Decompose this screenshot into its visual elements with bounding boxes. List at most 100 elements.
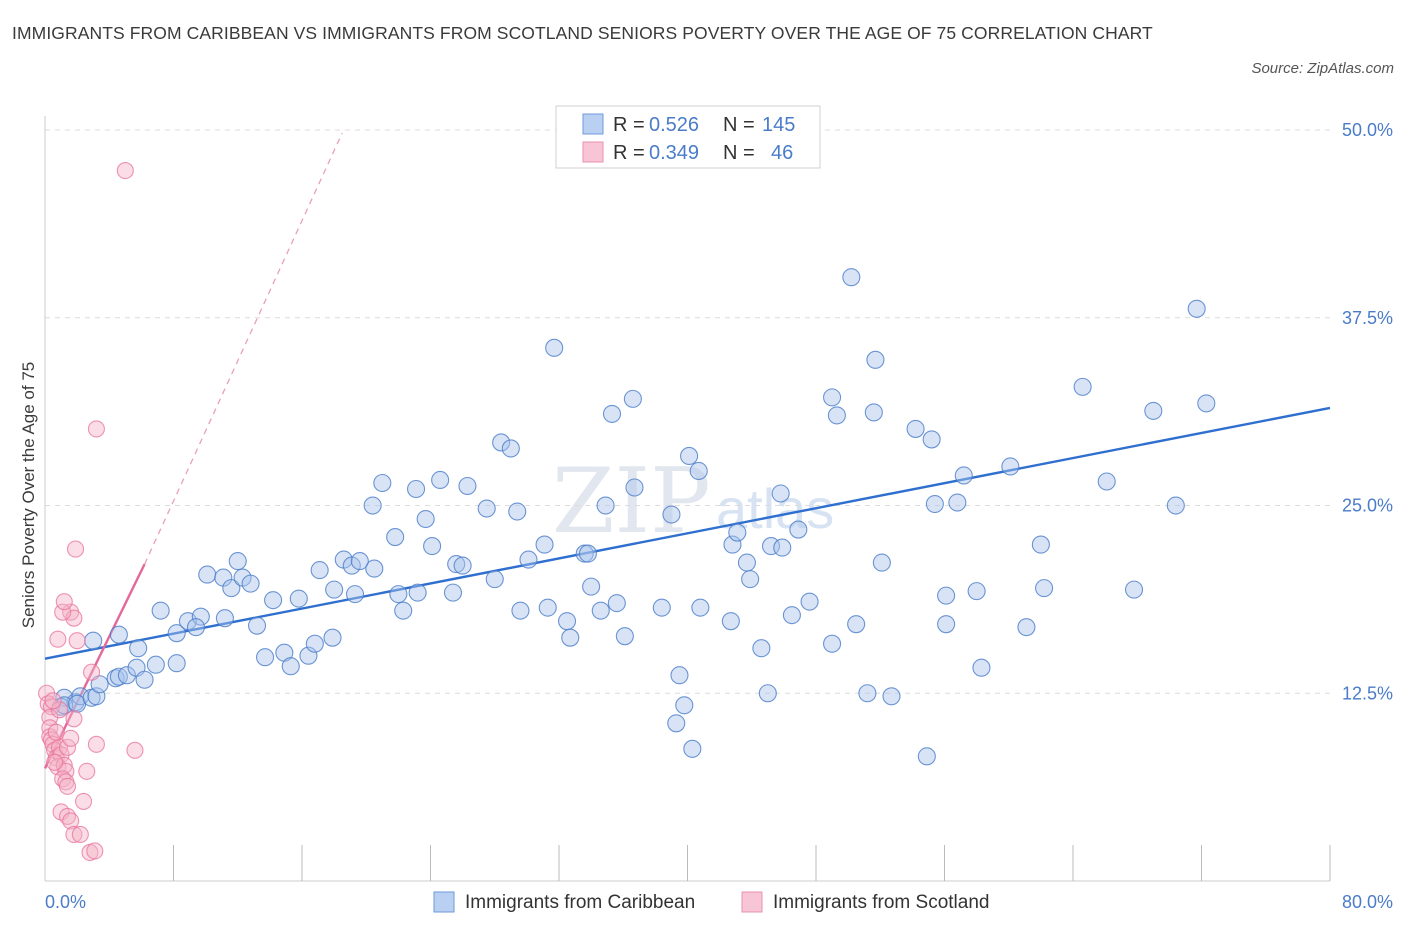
caribbean-point (1017, 618, 1036, 637)
caribbean-point (84, 631, 103, 650)
caribbean-point (323, 628, 342, 647)
caribbean-point (345, 585, 365, 604)
caribbean-point (1144, 401, 1163, 420)
caribbean-point (247, 616, 267, 635)
caribbean-point (683, 739, 702, 758)
caribbean-point (823, 634, 842, 653)
caribbean-point (925, 494, 944, 514)
caribbean-point (615, 627, 634, 646)
caribbean-point (741, 570, 760, 589)
scotland-point (126, 741, 144, 759)
caribbean-point (906, 419, 925, 438)
scotland-point (68, 632, 86, 650)
caribbean-point (325, 580, 344, 599)
x-tick-labels: 0.0% 80.0% (45, 892, 1393, 912)
bottom-legend-label-caribbean: Immigrants from Caribbean (465, 892, 695, 913)
caribbean-point (545, 338, 564, 357)
y-tick-labels: 12.5% 25.0% 37.5% 50.0% (1342, 120, 1393, 703)
caribbean-point (1035, 579, 1054, 598)
caribbean-point (215, 609, 234, 628)
caribbean-point (501, 439, 520, 458)
caribbean-point (365, 559, 384, 578)
caribbean-point (264, 591, 283, 610)
scotland-point (65, 710, 83, 728)
source-label: Source: ZipAtlas.com (1251, 60, 1394, 77)
y-axis-label: Seniors Poverty Over the Age of 75 (19, 362, 38, 628)
caribbean-point (167, 624, 186, 643)
scotland-point (87, 420, 105, 438)
caribbean-point (967, 582, 986, 601)
caribbean-point (737, 553, 756, 572)
caribbean-point (652, 598, 671, 617)
caribbean-point (386, 528, 405, 547)
caribbean-point (485, 570, 504, 589)
caribbean-point (858, 684, 877, 703)
caribbean-point (561, 628, 580, 647)
series-caribbean-points (52, 268, 1216, 766)
caribbean-point (670, 666, 689, 685)
scotland-point (62, 729, 80, 747)
scotland-point (46, 753, 64, 771)
scotland-point (47, 723, 65, 741)
caribbean-point (416, 509, 435, 529)
caribbean-point (954, 466, 973, 485)
caribbean-point (582, 577, 601, 596)
caribbean-point (922, 430, 941, 449)
caribbean-point (222, 579, 241, 598)
caribbean-point (431, 470, 450, 490)
scotland-point (65, 825, 83, 843)
legend-r-label-caribbean: R = (613, 114, 645, 136)
scotland-point (62, 812, 80, 830)
caribbean-point (623, 389, 642, 408)
caribbean-point (363, 496, 382, 515)
caribbean-point (882, 687, 901, 706)
caribbean-point (458, 476, 477, 496)
caribbean-point (728, 523, 747, 542)
caribbean-point (289, 589, 308, 608)
caribbean-point (872, 553, 891, 572)
caribbean-point (800, 592, 819, 611)
caribbean-point (691, 598, 710, 617)
caribbean-point (864, 403, 883, 422)
caribbean-point (519, 550, 538, 569)
legend-swatch-caribbean (582, 113, 604, 135)
caribbean-point (1031, 535, 1050, 554)
caribbean-point (423, 537, 442, 556)
caribbean-point (106, 669, 125, 688)
caribbean-point (453, 556, 472, 575)
caribbean-point (389, 585, 408, 604)
caribbean-point (596, 496, 615, 515)
caribbean-point (511, 601, 530, 620)
y-tick-label: 25.0% (1342, 496, 1393, 516)
caribbean-point (508, 502, 527, 521)
watermark-zip: ZIP (552, 449, 711, 554)
scotland-point (75, 792, 93, 810)
series-scotland-points (38, 162, 144, 862)
legend-n-value-scotland: 46 (771, 142, 793, 164)
caribbean-point (305, 634, 324, 653)
caribbean-point (394, 601, 413, 620)
caribbean-trend-line (44, 406, 1331, 660)
caribbean-point (602, 404, 622, 423)
caribbean-point (535, 535, 554, 554)
caribbean-point (847, 615, 866, 634)
caribbean-point (241, 574, 260, 593)
caribbean-point (782, 606, 801, 625)
bottom-legend-swatch-caribbean (433, 891, 455, 913)
scotland-point (50, 701, 69, 719)
scotland-trend-line (43, 563, 146, 769)
caribbean-point (937, 615, 956, 634)
legend-n-label-caribbean: N = (723, 114, 755, 136)
caribbean-point (281, 657, 300, 676)
caribbean-point (447, 555, 466, 574)
legend-n-label-scotland: N = (723, 142, 755, 164)
caribbean-point (492, 433, 511, 452)
caribbean-point (1097, 472, 1116, 491)
caribbean-point (1187, 299, 1206, 318)
caribbean-point (675, 696, 694, 715)
y-tick-label: 12.5% (1342, 683, 1393, 703)
caribbean-point (129, 639, 148, 658)
x-tick-label-min: 0.0% (45, 892, 86, 912)
caribbean-point (972, 658, 991, 677)
chart-title: IMMIGRANTS FROM CARIBBEAN VS IMMIGRANTS … (12, 23, 1153, 43)
